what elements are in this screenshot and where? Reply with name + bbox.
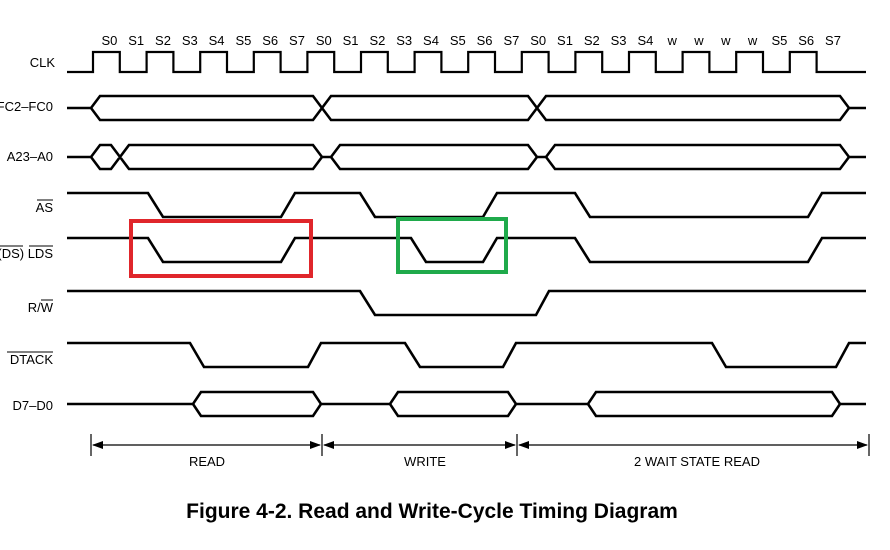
clock-state-label: w bbox=[720, 33, 731, 48]
clock-state-label: S4 bbox=[423, 33, 439, 48]
clock-state-label: S6 bbox=[477, 33, 493, 48]
clock-state-label: w bbox=[693, 33, 704, 48]
clock-state-label: S2 bbox=[155, 33, 171, 48]
clock-state-label: S0 bbox=[101, 33, 117, 48]
clock-state-label: S4 bbox=[209, 33, 225, 48]
data-bus-waveform bbox=[67, 390, 866, 418]
figure-caption: Figure 4-2. Read and Write-Cycle Timing … bbox=[186, 500, 678, 523]
signal-label-clk: CLK bbox=[30, 55, 56, 70]
segment-label-wait-read: 2 WAIT STATE READ bbox=[634, 454, 760, 469]
clock-state-label: w bbox=[747, 33, 758, 48]
signal-label-ds: (DS) LDS bbox=[0, 246, 53, 261]
clock-state-label: S2 bbox=[584, 33, 600, 48]
clock-state-label: S6 bbox=[798, 33, 814, 48]
clock-state-label: S5 bbox=[450, 33, 466, 48]
clock-state-label: S5 bbox=[771, 33, 787, 48]
clock-state-label: S0 bbox=[316, 33, 332, 48]
signal-label-dtack: DTACK bbox=[10, 352, 53, 367]
segment-dimension-lines bbox=[90, 434, 870, 456]
ds-waveform bbox=[67, 236, 866, 264]
addr-bus-waveform bbox=[67, 143, 866, 171]
clock-state-label: S3 bbox=[611, 33, 627, 48]
signal-label-fc: FC2–FC0 bbox=[0, 99, 53, 114]
write-highlight-box bbox=[396, 217, 508, 274]
signal-label-data: D7–D0 bbox=[13, 398, 53, 413]
clock-state-labels: S0 S1 S2 S3 S4 S5 S6 S7 S0 S1 S2 S3 S4 S5 S6 S7 S0 S1 S2 S3… bbox=[101, 33, 841, 48]
signal-label-as: AS bbox=[36, 200, 54, 215]
clock-state-label: S7 bbox=[289, 33, 305, 48]
read-highlight-box bbox=[129, 219, 313, 278]
signal-label-addr: A23–A0 bbox=[7, 149, 53, 164]
clock-state-label: w bbox=[667, 33, 678, 48]
clock-state-label: S3 bbox=[182, 33, 198, 48]
clock-state-label: S0 bbox=[530, 33, 546, 48]
clock-state-label: S1 bbox=[557, 33, 573, 48]
clock-state-label: S2 bbox=[369, 33, 385, 48]
clock-state-label: S1 bbox=[343, 33, 359, 48]
clock-state-label: S7 bbox=[503, 33, 519, 48]
clock-state-label: S5 bbox=[235, 33, 251, 48]
clk-waveform bbox=[67, 50, 866, 74]
dtack-waveform bbox=[67, 341, 866, 369]
as-waveform bbox=[67, 191, 866, 219]
clock-state-label: S3 bbox=[396, 33, 412, 48]
clock-state-label: S7 bbox=[825, 33, 841, 48]
segment-label-write: WRITE bbox=[404, 454, 446, 469]
segment-label-read: READ bbox=[189, 454, 225, 469]
fc-bus-waveform bbox=[67, 94, 866, 122]
signal-label-rw: R/W bbox=[28, 300, 54, 315]
clock-state-label: S1 bbox=[128, 33, 144, 48]
clock-state-label: S6 bbox=[262, 33, 278, 48]
clock-state-label: S4 bbox=[637, 33, 653, 48]
rw-waveform bbox=[67, 289, 866, 317]
